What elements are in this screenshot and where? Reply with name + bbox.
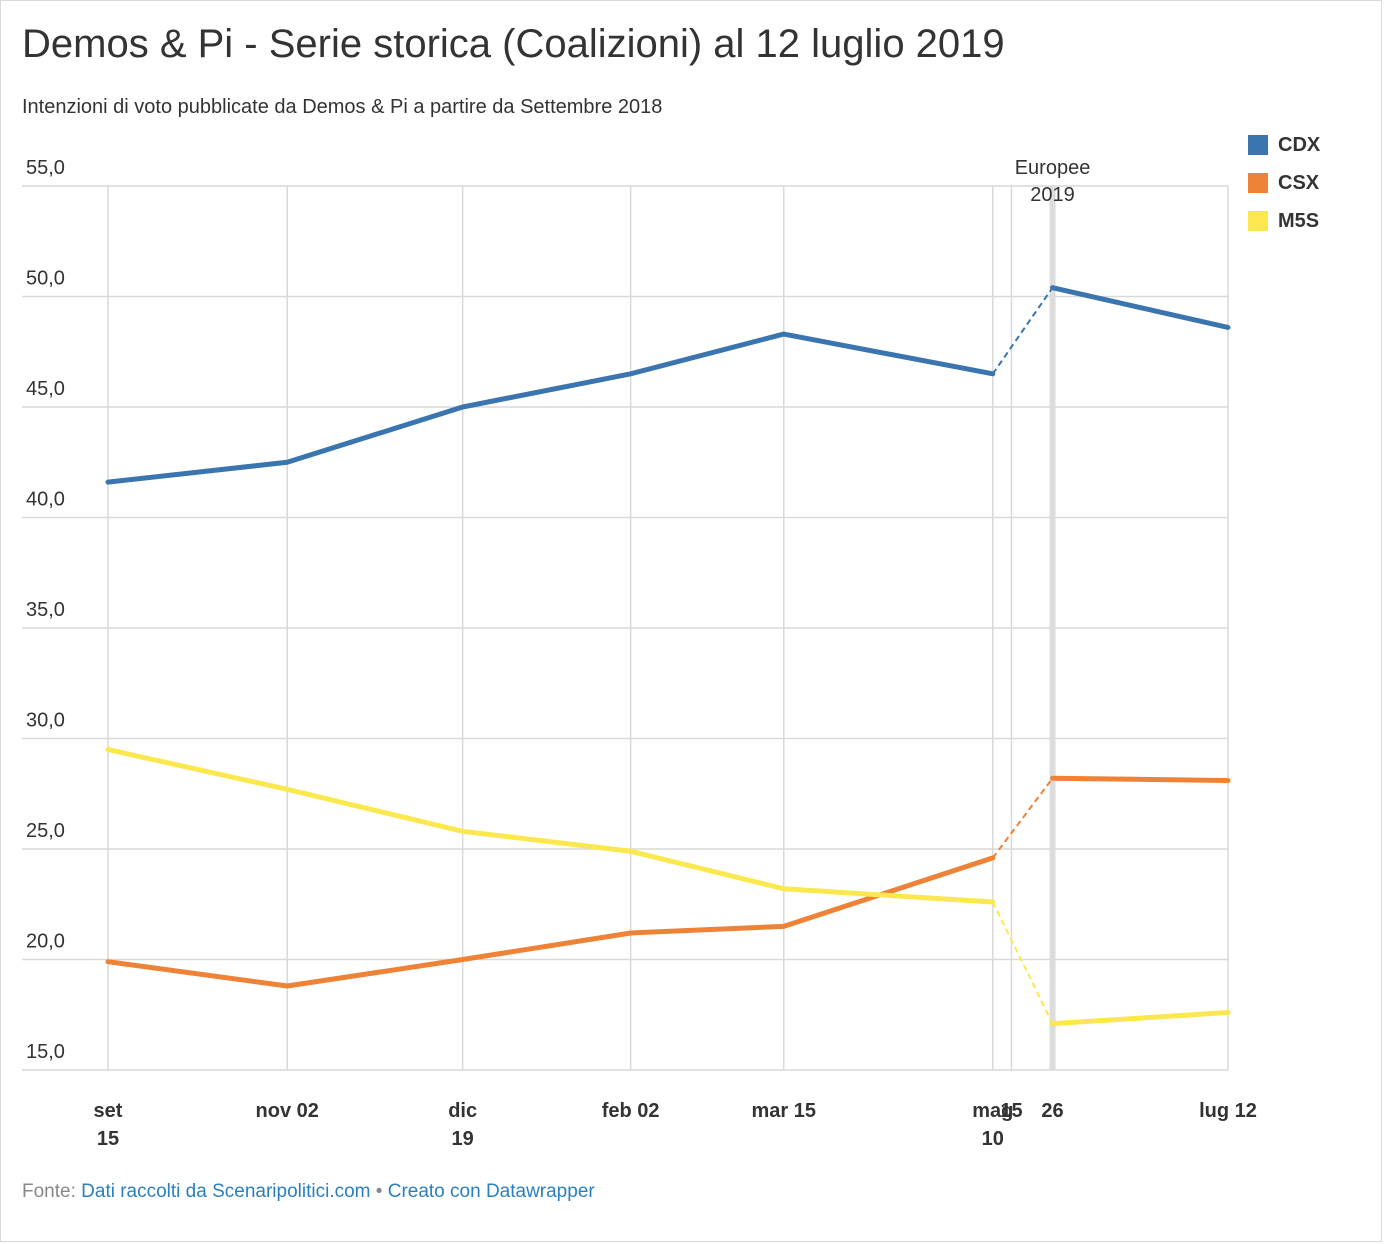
x-tick-label: dic [448,1100,477,1122]
y-tick-label: 55,0 [26,157,65,179]
series-dashed-m5s [991,901,1054,1025]
x-tick-label: 26 [1041,1100,1063,1122]
series-line-cdx [1050,285,1231,330]
y-tick-label: 15,0 [26,1041,65,1063]
line-chart: 55,0 50,0 45,0 40,0 35,0 30,0 25,0 20,0 15,0 Euro… [22,157,1257,1150]
legend-item-cdx: CDX [1248,126,1320,164]
y-tick-label: 40,0 [26,489,65,511]
legend-swatch-cdx [1248,135,1268,155]
footer-source-prefix: Fonte: [22,1181,76,1202]
footer-source-link[interactable]: Dati raccolti da Scenaripolitici.com [81,1181,371,1202]
y-tick-label: 50,0 [26,268,65,290]
series-line-m5s [1050,1010,1231,1027]
annotation-label-year: 2019 [1030,184,1075,206]
highlight-band [1049,186,1056,1070]
y-tick-label: 25,0 [26,820,65,842]
annotation-label: Europee [1015,157,1091,179]
x-tick-label: 10 [982,1128,1004,1150]
legend-swatch-m5s [1248,211,1268,231]
x-tick-label: lug 12 [1199,1100,1257,1122]
chart-subtitle: Intenzioni di voto pubblicate da Demos &… [22,96,663,118]
legend-swatch-csx [1248,173,1268,193]
x-tick-label: 15 [97,1128,119,1150]
footer-separator: • [375,1181,383,1202]
y-tick-label: 45,0 [26,378,65,400]
y-tick-label: 30,0 [26,710,65,732]
x-tick-label: set [94,1100,123,1122]
x-tick-label: nov 02 [256,1100,319,1122]
footer-credit-link[interactable]: Creato con Datawrapper [387,1181,595,1202]
legend-label-m5s: M5S [1278,209,1320,232]
chart-title: Demos & Pi - Serie storica (Coalizioni) … [22,22,1005,66]
x-tick-label: 15 [1000,1100,1022,1122]
series-line-csx [1050,775,1231,783]
series-line-m5s [105,747,996,905]
x-tick-label: mag [972,1100,1013,1122]
x-tick-label: mar 15 [751,1100,816,1122]
series-dashed-csx [992,777,1054,859]
series-dashed-cdx [991,287,1054,375]
y-tick-label: 35,0 [26,599,65,621]
legend-item-m5s: M5S [1248,202,1320,240]
y-tick-label: 20,0 [26,931,65,953]
series-line-csx [105,855,996,989]
series-line-cdx [105,331,996,485]
x-tick-label: feb 02 [602,1100,660,1122]
legend: CDX CSX M5S [1248,126,1320,240]
legend-item-csx: CSX [1248,164,1320,202]
legend-label-cdx: CDX [1278,133,1321,156]
legend-label-csx: CSX [1278,171,1320,194]
footer: Fonte: Dati raccolti da Scenaripolitici.… [22,1181,595,1203]
x-tick-label: 19 [452,1128,474,1150]
